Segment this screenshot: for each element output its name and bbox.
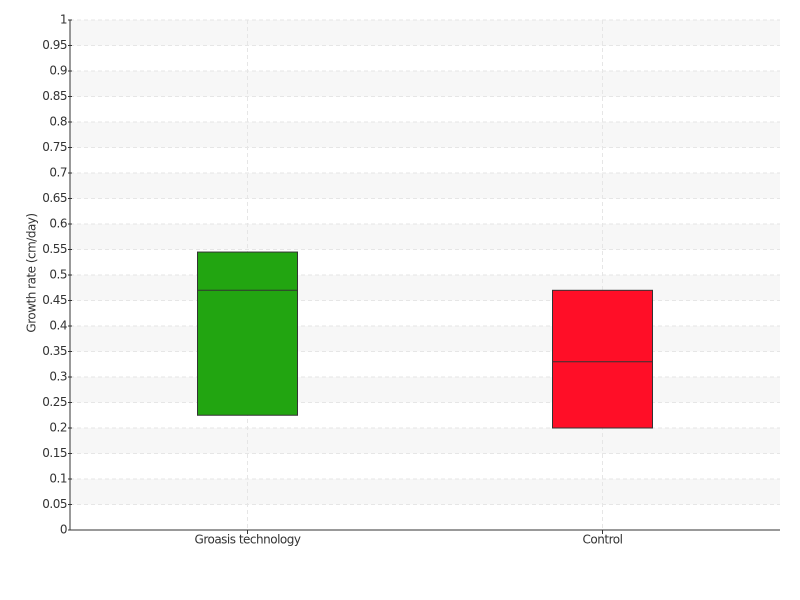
grid-band: [70, 224, 780, 250]
y-tick-label: 0.85: [42, 89, 67, 103]
y-tick-label: 0.2: [49, 421, 67, 435]
y-tick-label: 0.7: [49, 166, 67, 180]
grid-band: [70, 20, 780, 46]
y-axis-label: Growth rate (cm/day): [25, 213, 39, 332]
y-tick-label: 0.25: [42, 395, 67, 409]
y-tick-label: 0.95: [42, 38, 67, 52]
y-tick-label: 0.1: [49, 472, 67, 486]
y-tick-label: 0.05: [42, 497, 67, 511]
y-tick-label: 0.15: [42, 446, 67, 460]
y-tick-label: 0.3: [49, 370, 67, 384]
x-tick-label: Control: [583, 533, 623, 547]
grid-band: [70, 326, 780, 352]
y-tick-label: 0: [60, 523, 67, 537]
x-tick-label: Groasis technology: [195, 533, 301, 547]
box: [552, 289, 653, 429]
y-tick-label: 0.35: [42, 344, 67, 358]
y-tick-label: 0.75: [42, 140, 67, 154]
grid-band: [70, 377, 780, 403]
grid-band: [70, 428, 780, 454]
y-tick-label: 0.4: [49, 319, 67, 333]
y-tick-label: 0.55: [42, 242, 67, 256]
grid-band: [70, 173, 780, 199]
box: [197, 251, 298, 416]
y-tick-label: 0.5: [49, 268, 67, 282]
y-tick-label: 0.6: [49, 217, 67, 231]
y-tick-label: 1: [60, 13, 67, 27]
y-tick-label: 0.8: [49, 115, 67, 129]
y-tick-label: 0.65: [42, 191, 67, 205]
grid-band: [70, 275, 780, 301]
grid-band: [70, 479, 780, 505]
grid-band: [70, 122, 780, 148]
y-tick-label: 0.45: [42, 293, 67, 307]
y-tick-label: 0.9: [49, 64, 67, 78]
grid-band: [70, 71, 780, 97]
